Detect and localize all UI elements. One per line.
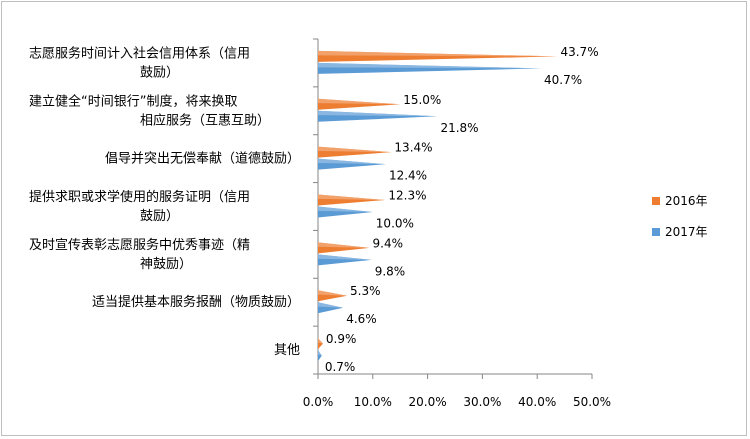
value-label: 5.3% [350, 284, 381, 298]
category-label: 神鼓励） [140, 257, 192, 272]
legend-label: 2016年 [665, 194, 708, 208]
category-label: 鼓励） [140, 209, 179, 224]
category-label: 相应服务（互惠互助） [140, 112, 270, 128]
x-tick-label: 0.0% [303, 395, 334, 409]
bar-highlight [318, 110, 438, 117]
value-label: 9.4% [373, 236, 404, 250]
value-label: 12.4% [389, 169, 427, 183]
bar-highlight [318, 254, 372, 260]
category-label: 志愿服务时间计入社会信用体系（信用 [29, 45, 250, 61]
bar-highlight [318, 146, 392, 153]
bar-highlight [318, 98, 401, 105]
bar-highlight [318, 50, 558, 57]
category-label: 提供求职或求学使用的服务证明（信用 [29, 189, 250, 205]
value-label: 0.7% [325, 360, 356, 374]
bar-highlight [318, 302, 344, 308]
bar-highlight [318, 290, 348, 296]
value-label: 43.7% [560, 45, 598, 59]
value-label: 40.7% [544, 73, 582, 87]
category-label: 倡导并突出无偿奉献（道德鼓励） [105, 151, 300, 167]
legend: 2016年 2017年 [652, 194, 708, 239]
bar-highlight [318, 206, 373, 212]
value-label: 13.4% [394, 141, 432, 155]
category-label: 鼓励） [140, 65, 179, 80]
x-tick-label: 20.0% [409, 395, 447, 409]
value-label: 15.0% [403, 93, 441, 107]
x-tick-label: 10.0% [354, 395, 392, 409]
value-label: 9.8% [375, 264, 406, 278]
x-tick-label: 50.0% [573, 395, 611, 409]
value-label: 10.0% [376, 217, 414, 231]
value-label: 0.9% [326, 332, 357, 346]
bars [318, 50, 558, 362]
bar-highlight [318, 350, 322, 356]
category-label: 建立健全“时间银行”制度，将来换取 [29, 93, 237, 109]
value-labels: 43.7% 15.0% 13.4% 12.3% 9.4% 5.3% 0.9% 40.7% 21.… [325, 45, 599, 374]
bar-highlight [318, 338, 323, 344]
category-label: 其他 [274, 343, 300, 358]
x-axis: 0.0% 10.0% 20.0% 30.0% 40.0% 50.0% [303, 38, 611, 409]
category-label: 适当提供基本服务报酬（物质鼓励） [92, 294, 300, 310]
legend-swatch [652, 228, 660, 236]
value-label: 21.8% [440, 121, 478, 135]
bar-highlight [318, 158, 386, 165]
value-label: 4.6% [346, 312, 377, 326]
bar-highlight [318, 194, 386, 200]
category-label: 及时宣传表彰志愿服务中优秀事迹（精 [29, 237, 250, 253]
x-tick-label: 30.0% [463, 395, 501, 409]
x-tick-label: 40.0% [518, 395, 556, 409]
legend-label: 2017年 [665, 225, 708, 239]
bar-highlight [318, 242, 370, 248]
value-label: 12.3% [388, 189, 426, 203]
legend-swatch [652, 197, 660, 205]
bar-highlight [318, 62, 542, 69]
